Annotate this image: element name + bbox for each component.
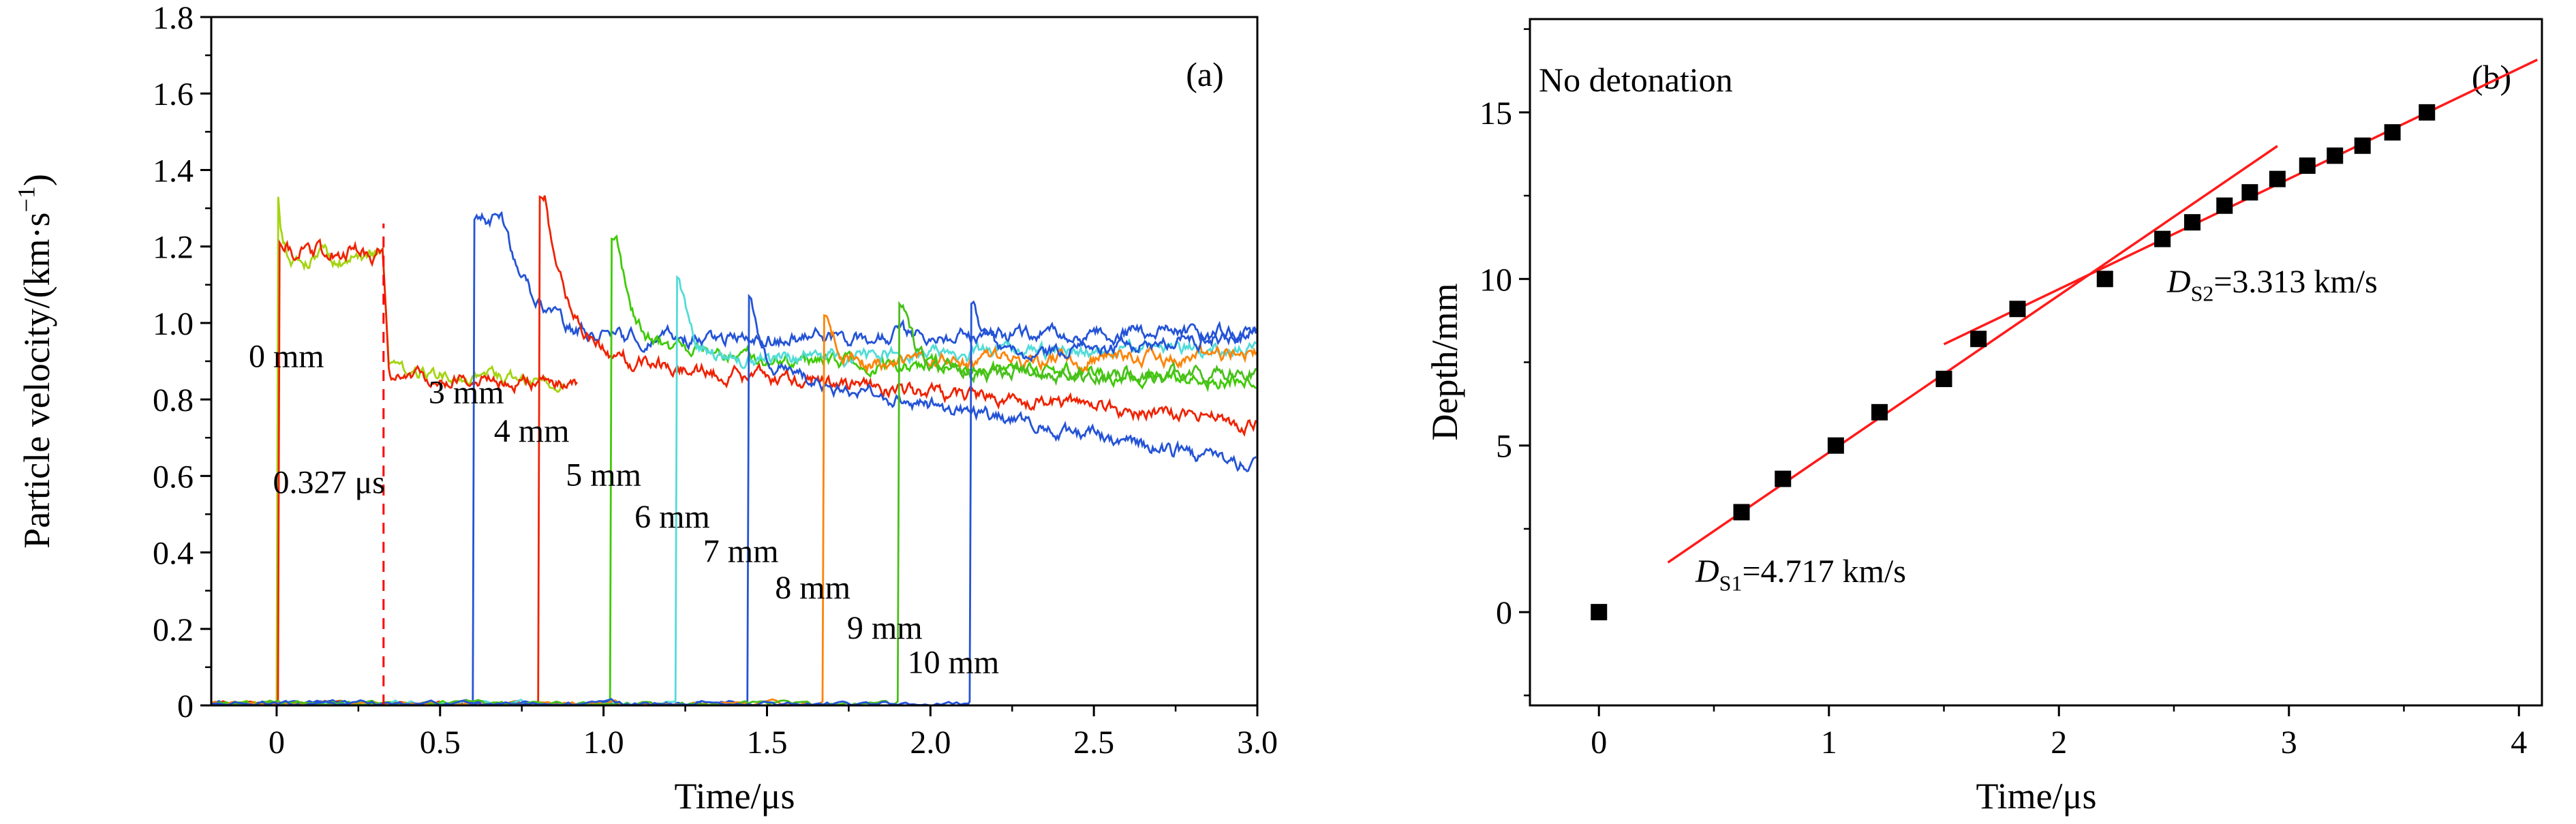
data-point: [1871, 403, 1888, 421]
y-tick-label: 15: [1479, 95, 1512, 132]
panel-a-label: (a): [1186, 55, 1224, 93]
y-tick-label: 10: [1479, 262, 1512, 298]
data-point: [1591, 604, 1608, 621]
data-point: [1775, 470, 1792, 487]
panel-a-xlabel: Time/μs: [674, 776, 795, 817]
y-tick-label: 0.8: [153, 382, 194, 418]
plot-area: [1591, 59, 2539, 621]
data-point: [2327, 147, 2344, 164]
trace-0-0-mm: [211, 196, 565, 705]
trace-3-4-mm: [211, 195, 1257, 705]
data-point: [2299, 157, 2316, 174]
data-point: [2009, 301, 2026, 318]
annotation-3: 4 mm: [494, 413, 570, 449]
x-tick-label: 1.5: [746, 724, 787, 761]
y-tick-label: 1.6: [153, 76, 194, 112]
trace-9-10-mm: [211, 300, 1257, 705]
x-tick-label: 0: [269, 724, 285, 761]
annotation-7: 8 mm: [775, 570, 850, 606]
annotation-6: 7 mm: [703, 534, 779, 570]
y-tick-label: 0.6: [153, 459, 194, 495]
x-tick-label: 2: [2051, 724, 2067, 761]
x-tick-label: 0: [1591, 724, 1607, 761]
annotation-2: 3 mm: [429, 375, 504, 411]
panel-b-depth-time-chart: Time/μs Depth/mm (b) No detonation 0 1 2 3 4…: [1424, 18, 2543, 817]
data-point: [1827, 437, 1844, 454]
axes-ticks: 0 1 2 3 4 0 5 10 15: [1479, 28, 2527, 761]
x-tick-label: 0.5: [420, 724, 461, 761]
axes-ticks: 0 0.5 1.0 1.5 2.0 2.5 3.0 0 0.2 0.4 0.6 0.8 1.0 1.2 1.…: [153, 0, 1278, 761]
x-tick-label: 4: [2511, 724, 2527, 761]
y-tick-label: 0: [177, 688, 194, 724]
no-detonation-note: No detonation: [1539, 61, 1733, 99]
data-point: [2184, 214, 2201, 231]
plot-area: [211, 195, 1257, 705]
x-tick-label: 2.5: [1073, 724, 1114, 761]
y-tick-label: 1.0: [153, 306, 194, 342]
annotation-0: 0 mm: [249, 338, 324, 374]
y-tick-label: 1.4: [153, 153, 194, 189]
axes-frame: [1529, 18, 2543, 707]
panel-b-xlabel: Time/μs: [1976, 776, 2096, 817]
fit-line-d_s1: [1667, 144, 2278, 564]
panel-b-label: (b): [2472, 58, 2511, 96]
annotation-0: DS1=4.717 km/s: [1695, 553, 1906, 596]
trace-1-0-mm: [211, 238, 578, 705]
data-point: [2419, 104, 2436, 121]
data-point: [2216, 197, 2233, 214]
data-point: [2241, 184, 2258, 201]
y-tick-label: 5: [1496, 429, 1512, 465]
trace-2-3-mm: [211, 211, 1257, 705]
trace-8-9-mm: [211, 301, 1257, 705]
data-point: [1935, 370, 1952, 387]
data-point: [1970, 331, 1987, 348]
annotation-4: 5 mm: [566, 457, 641, 493]
data-point: [2154, 230, 2171, 247]
data-point: [2384, 124, 2401, 141]
y-tick-label: 1.8: [153, 0, 194, 36]
x-tick-label: 2.0: [910, 724, 951, 761]
x-tick-label: 3: [2281, 724, 2297, 761]
annotation-1: DS2=3.313 km/s: [2166, 264, 2378, 306]
y-tick-label: 1.2: [153, 230, 194, 266]
annotation-8: 9 mm: [847, 610, 923, 646]
x-tick-label: 3.0: [1237, 724, 1278, 761]
annotation-5: 6 mm: [634, 499, 710, 535]
annotation-1: 0.327 μs: [273, 465, 384, 501]
data-point: [2096, 271, 2113, 288]
fit-line-d_s2: [1943, 59, 2539, 346]
y-tick-label: 0: [1496, 595, 1512, 631]
data-point: [1733, 504, 1750, 521]
x-tick-label: 1: [1821, 724, 1837, 761]
data-point: [2269, 170, 2286, 187]
panel-ylabel: Particle velocity/(km·s−1): [12, 174, 57, 549]
annotation-9: 10 mm: [908, 644, 1000, 680]
data-point: [2354, 137, 2371, 154]
panel-a-particle-velocity-chart: Time/μs (a) 0 0.5 1.0 1.5 2.0 2.5 3.0 0 0.2 0.4 0.…: [12, 0, 1278, 817]
y-tick-label: 0.2: [153, 612, 194, 648]
x-tick-label: 1.0: [583, 724, 624, 761]
axes-frame: [210, 16, 1259, 707]
y-tick-label: 0.4: [153, 536, 194, 572]
panel-b-ylabel: Depth/mm: [1424, 284, 1465, 441]
